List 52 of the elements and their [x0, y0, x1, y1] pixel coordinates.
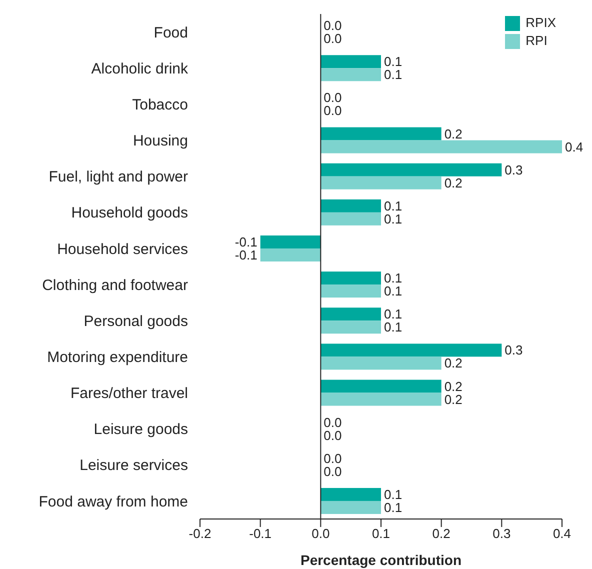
data-label: 0.1: [384, 500, 402, 516]
x-axis-title: Percentage contribution: [300, 552, 462, 568]
data-label: 0.4: [565, 139, 584, 154]
x-tick-label: 0.0: [312, 526, 330, 542]
data-label: 0.2: [444, 378, 462, 394]
data-label: 0.1: [384, 198, 402, 214]
x-tick-label: 0.4: [552, 526, 572, 542]
data-label: 0.1: [384, 211, 402, 226]
x-tick-label: -0.1: [249, 526, 272, 542]
data-label: 0.2: [444, 356, 462, 371]
data-label: 0.1: [384, 306, 402, 322]
y-tick-label: Fares/other travel: [70, 385, 188, 402]
data-label: 0.3: [504, 162, 523, 178]
data-label: -0.1: [234, 248, 258, 263]
data-label: 0.1: [384, 270, 402, 286]
y-tick-label: Alcoholic drink: [91, 60, 188, 78]
legend-label: RPI: [526, 32, 548, 50]
data-label: 0.1: [384, 67, 402, 82]
data-label: 0.0: [324, 90, 342, 106]
data-label: 0.1: [384, 54, 402, 70]
y-tick-label: Motoring expenditure: [47, 349, 188, 366]
x-tick-label: 0.2: [432, 526, 450, 542]
y-tick-label: Clothing and footwear: [42, 276, 188, 294]
data-label: -0.1: [234, 234, 258, 250]
data-label: 0.0: [324, 428, 342, 443]
data-label: 0.2: [444, 126, 462, 142]
data-label: 0.2: [444, 175, 462, 190]
data-label: 0.1: [384, 320, 402, 335]
legend-label: RPIX: [526, 14, 556, 32]
y-tick-label: Food away from home: [38, 493, 188, 510]
y-tick-label: Leisure goods: [94, 421, 188, 438]
data-label: 0.3: [504, 342, 523, 358]
data-label: 0.0: [324, 464, 342, 479]
y-tick-label: Tobacco: [132, 96, 188, 114]
y-tick-label: Household services: [57, 240, 188, 258]
data-label: 0.0: [324, 414, 342, 430]
data-label: 0.0: [324, 450, 342, 466]
y-tick-label: Housing: [132, 132, 188, 150]
data-label: 0.1: [384, 487, 402, 502]
y-tick-label: Household goods: [71, 204, 188, 222]
data-label: 0.2: [444, 392, 462, 407]
data-label: 0.0: [324, 31, 342, 46]
x-tick-label: -0.2: [188, 526, 212, 542]
y-tick-label: Leisure services: [80, 457, 188, 474]
x-tick-label: 0.3: [492, 526, 511, 542]
y-tick-label: Food: [154, 24, 188, 42]
y-tick-label: Personal goods: [84, 312, 188, 330]
data-label: 0.0: [324, 18, 342, 34]
x-tick-label: 0.1: [372, 526, 390, 542]
data-label: 0.1: [384, 284, 402, 299]
y-tick-label: Fuel, light and power: [48, 168, 188, 186]
data-label: 0.0: [324, 103, 342, 118]
